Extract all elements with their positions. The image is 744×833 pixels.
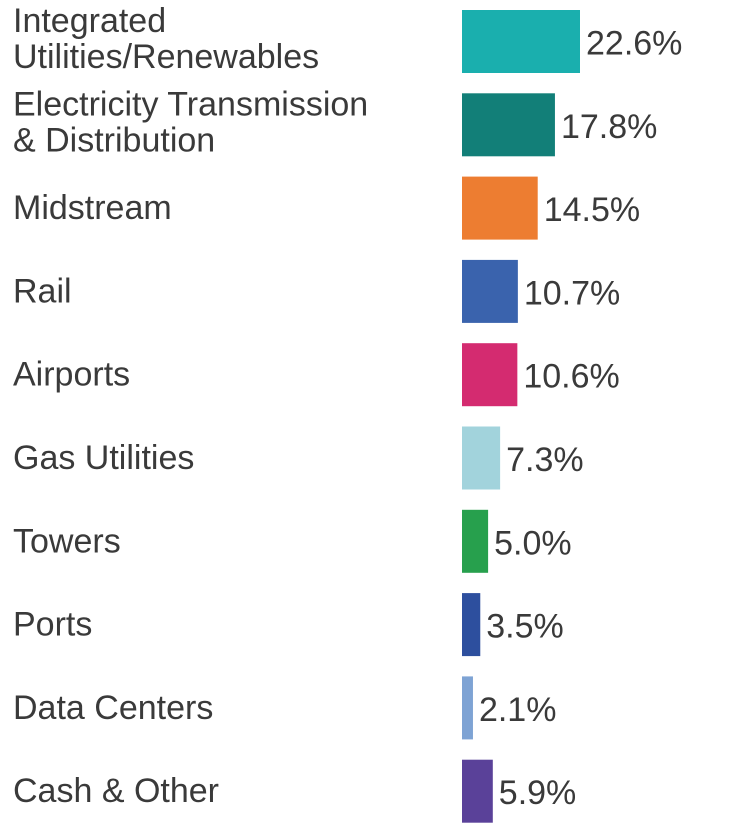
bar bbox=[462, 759, 493, 823]
value-label: 7.3% bbox=[506, 441, 584, 479]
value-label: 5.9% bbox=[499, 774, 577, 812]
value-label: 10.6% bbox=[523, 358, 619, 396]
bar bbox=[462, 509, 489, 573]
value-label: 17.8% bbox=[561, 108, 657, 146]
bar bbox=[462, 93, 555, 157]
category-label: Gas Utilities bbox=[13, 439, 194, 477]
value-label: 5.0% bbox=[494, 524, 572, 562]
bar bbox=[462, 593, 481, 657]
value-label: 22.6% bbox=[586, 25, 682, 63]
category-label: Towers bbox=[13, 522, 121, 560]
value-label: 14.5% bbox=[544, 191, 640, 229]
bar bbox=[462, 259, 518, 323]
bar bbox=[462, 426, 501, 490]
value-label: 10.7% bbox=[524, 274, 620, 312]
category-label: Midstream bbox=[13, 189, 172, 227]
bar bbox=[462, 343, 518, 407]
value-label: 3.5% bbox=[486, 608, 563, 646]
category-label: Airports bbox=[13, 356, 130, 394]
category-label: Cash & Other bbox=[13, 772, 219, 810]
category-label: Rail bbox=[13, 272, 72, 310]
bar bbox=[462, 10, 580, 73]
category-label: Ports bbox=[13, 606, 92, 644]
bar bbox=[462, 676, 473, 740]
category-label: Integrated Utilities/Renewables bbox=[13, 2, 319, 76]
category-label: Electricity Transmission & Distribution bbox=[13, 85, 368, 159]
bar bbox=[462, 176, 538, 240]
value-label: 2.1% bbox=[479, 691, 557, 729]
category-label: Data Centers bbox=[13, 689, 213, 727]
